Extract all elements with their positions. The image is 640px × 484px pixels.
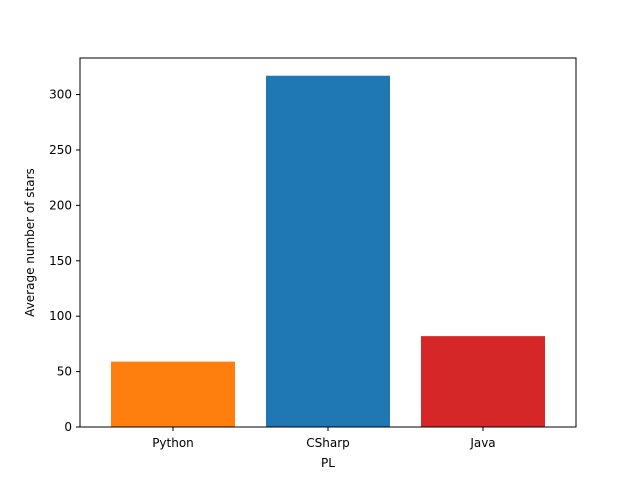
y-axis-label: Average number of stars <box>23 168 37 317</box>
bar-java <box>421 336 545 427</box>
bars-layer <box>111 75 545 427</box>
x-tick-label-python: Python <box>152 436 194 450</box>
plot-frame <box>79 57 577 428</box>
y-tick-label: 300 <box>49 88 72 102</box>
y-tick-label: 50 <box>57 365 72 379</box>
y-tick-label: 100 <box>49 309 72 323</box>
x-tick-label-java: Java <box>469 436 495 450</box>
x-tick-label-csharp: CSharp <box>306 436 350 450</box>
x-axis-label: PL <box>321 456 335 470</box>
y-tick-label: 250 <box>49 143 72 157</box>
bar-csharp <box>266 75 390 427</box>
y-tick-label: 150 <box>49 254 72 268</box>
y-tick-label: 0 <box>64 420 72 434</box>
y-axis-ticks: 0 50 100 150 200 250 300 <box>49 88 80 434</box>
x-axis-ticks: Python CSharp Java <box>152 427 496 450</box>
bar-python <box>111 361 235 427</box>
y-tick-label: 200 <box>49 198 72 212</box>
